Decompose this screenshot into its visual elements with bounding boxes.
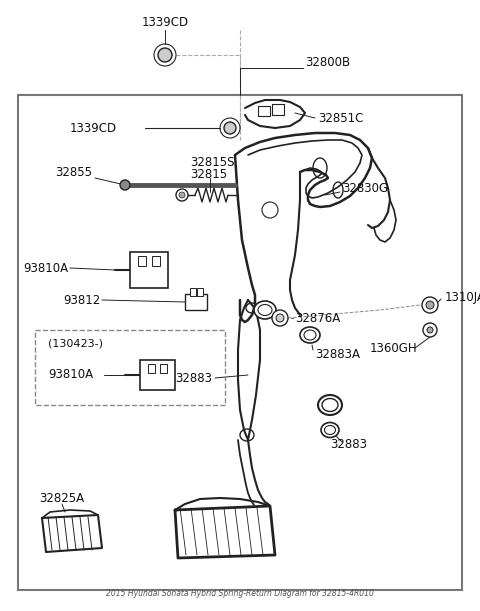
Circle shape	[224, 122, 236, 134]
Text: 32815S: 32815S	[190, 156, 235, 169]
Bar	[152, 256, 160, 266]
Text: 1310JA: 1310JA	[445, 291, 480, 304]
Text: 32883A: 32883A	[315, 348, 360, 362]
Bar	[138, 256, 146, 266]
Bar	[35, 330, 225, 405]
Bar	[190, 288, 196, 296]
Text: 2015 Hyundai Sonata Hybrid Spring-Return Diagram for 32815-4R010: 2015 Hyundai Sonata Hybrid Spring-Return…	[106, 589, 374, 598]
Text: 32855: 32855	[55, 167, 92, 180]
Text: 1339CD: 1339CD	[70, 122, 117, 134]
Text: 32825A: 32825A	[39, 491, 84, 505]
Bar	[140, 360, 175, 390]
Text: 32883: 32883	[330, 439, 367, 452]
Bar	[185, 294, 207, 310]
Text: 32876A: 32876A	[295, 312, 340, 324]
Circle shape	[422, 297, 438, 313]
Ellipse shape	[321, 422, 339, 437]
Text: 1339CD: 1339CD	[142, 15, 189, 29]
Text: 32883: 32883	[175, 371, 212, 384]
Bar	[160, 364, 167, 373]
Text: 93812: 93812	[63, 293, 100, 307]
Text: (130423-): (130423-)	[48, 339, 103, 349]
Circle shape	[179, 192, 185, 198]
Circle shape	[176, 189, 188, 201]
Text: 32830G: 32830G	[342, 181, 388, 194]
Bar	[197, 288, 203, 296]
Ellipse shape	[300, 327, 320, 343]
Circle shape	[427, 327, 433, 333]
Circle shape	[426, 301, 434, 309]
Text: 1360GH: 1360GH	[370, 342, 418, 354]
Ellipse shape	[254, 301, 276, 319]
Text: 32851C: 32851C	[318, 111, 363, 125]
Bar	[18, 95, 462, 590]
Circle shape	[272, 310, 288, 326]
Circle shape	[276, 314, 284, 322]
Circle shape	[120, 180, 130, 190]
Text: 93810A: 93810A	[23, 262, 68, 274]
Text: 32815: 32815	[190, 169, 227, 181]
Text: 93810A: 93810A	[48, 368, 93, 381]
Bar	[130, 252, 168, 288]
Bar	[148, 364, 155, 373]
Circle shape	[423, 323, 437, 337]
Circle shape	[158, 48, 172, 62]
Text: 32800B: 32800B	[305, 56, 350, 70]
Ellipse shape	[318, 395, 342, 415]
